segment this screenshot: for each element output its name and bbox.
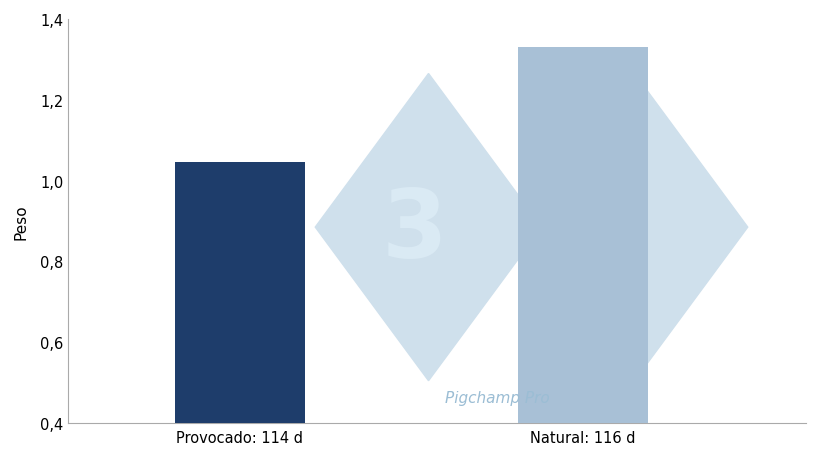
Text: 3: 3 <box>587 186 653 278</box>
Text: Pigchamp Pro: Pigchamp Pro <box>444 390 549 405</box>
Y-axis label: Peso: Peso <box>14 204 29 239</box>
Text: 3: 3 <box>382 186 447 278</box>
Bar <box>517 48 648 423</box>
Polygon shape <box>521 74 747 381</box>
Bar <box>174 162 305 423</box>
Polygon shape <box>314 74 541 381</box>
